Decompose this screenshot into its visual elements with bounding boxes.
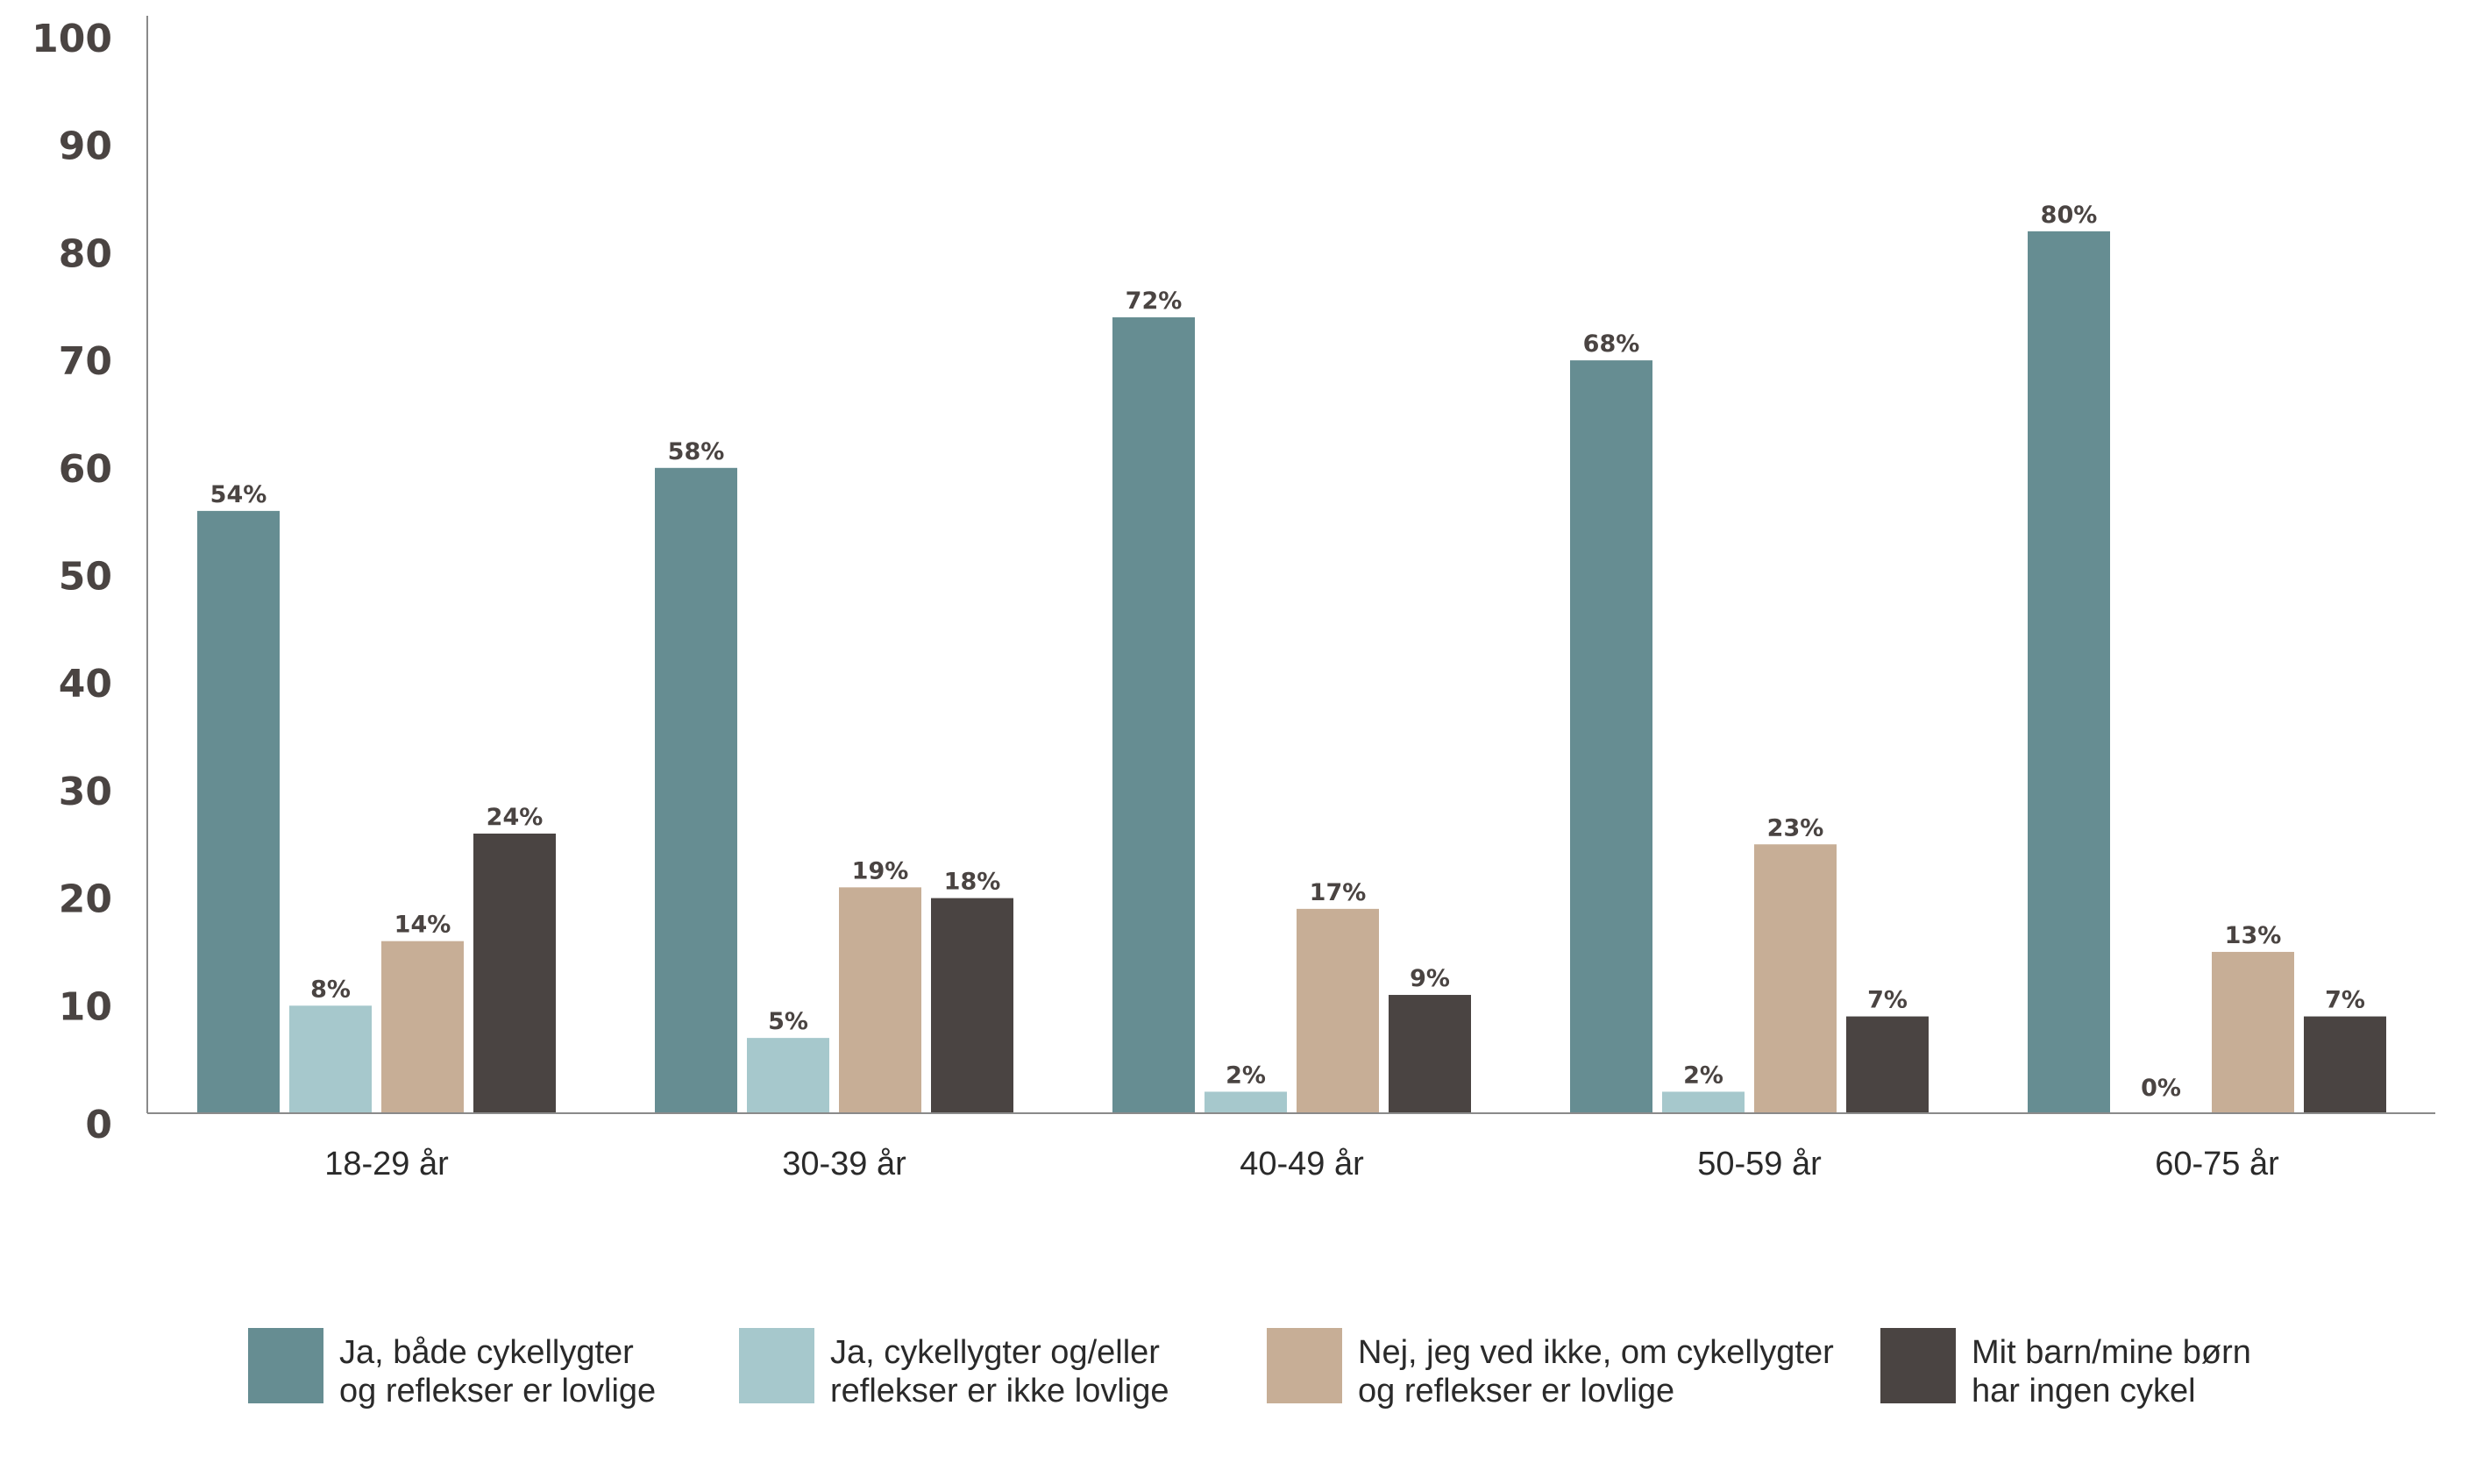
data-label: 58%	[668, 438, 725, 465]
bar	[473, 833, 556, 1113]
x-tick-label: 30-39 år	[782, 1146, 906, 1182]
legend-label: og reflekser er lovlige	[1358, 1373, 1674, 1409]
data-label: 19%	[852, 857, 909, 884]
legend-label: reflekser er ikke lovlige	[830, 1373, 1169, 1409]
legend-label: har ingen cykel	[1972, 1373, 2196, 1409]
data-label: 17%	[1310, 879, 1367, 906]
y-tick-label: 80	[59, 231, 112, 276]
x-axis-tick-labels: 18-29 år 30-39 år 40-49 år 50-59 år 60-75 år	[324, 1146, 2279, 1182]
data-label: 5%	[768, 1008, 808, 1035]
y-tick-label: 40	[59, 662, 112, 706]
x-tick-label: 40-49 år	[1240, 1146, 1364, 1182]
y-axis-tick-labels: 0 10 20 30 40 50 60 70 80 90 100	[32, 17, 112, 1147]
legend-label: Ja, cykellygter og/eller	[830, 1334, 1160, 1371]
data-label: 7%	[1867, 987, 1908, 1014]
data-label: 8%	[310, 976, 351, 1003]
bar	[197, 510, 280, 1113]
x-tick-label: 18-29 år	[324, 1146, 449, 1182]
y-tick-label: 20	[59, 877, 112, 922]
data-label: 54%	[210, 481, 267, 508]
y-tick-label: 30	[59, 770, 112, 814]
bars	[197, 231, 2386, 1114]
legend-label: Nej, jeg ved ikke, om cykellygter	[1358, 1334, 1834, 1371]
bar	[2304, 1016, 2386, 1113]
legend-swatch	[1880, 1328, 1956, 1403]
bar	[2028, 231, 2110, 1113]
legend-swatch	[1267, 1328, 1342, 1403]
y-tick-label: 70	[59, 339, 112, 384]
legend-label: Mit barn/mine børn	[1972, 1334, 2251, 1371]
bar	[1570, 360, 1652, 1114]
bar	[1112, 317, 1195, 1113]
legend-label: Ja, både cykellygter	[339, 1334, 634, 1371]
bar	[931, 898, 1013, 1113]
bar	[381, 941, 464, 1113]
bar	[747, 1038, 829, 1113]
data-label: 0%	[2141, 1075, 2181, 1102]
data-label: 14%	[394, 912, 451, 939]
bar	[1662, 1091, 1745, 1113]
data-label: 24%	[487, 804, 544, 831]
data-label: 23%	[1767, 814, 1824, 841]
y-tick-label: 60	[59, 447, 112, 492]
data-label: 13%	[2225, 922, 2282, 949]
bar	[1846, 1016, 1929, 1113]
data-labels: 54% 8% 14% 24% 58% 5% 19% 18% 72% 2% 17% 9% 68% 2% 23%…	[210, 202, 2365, 1102]
bar	[289, 1005, 372, 1113]
bar	[839, 887, 921, 1113]
y-tick-label: 50	[59, 555, 112, 600]
bar	[2212, 951, 2294, 1113]
data-label: 80%	[2041, 202, 2098, 229]
data-label: 9%	[1410, 965, 1450, 992]
legend-swatch	[248, 1328, 323, 1403]
legend-swatch	[739, 1328, 814, 1403]
legend-label: og reflekser er lovlige	[339, 1373, 656, 1409]
bar	[655, 467, 737, 1113]
bar	[1389, 995, 1471, 1113]
data-label: 7%	[2325, 987, 2365, 1014]
x-tick-label: 50-59 år	[1697, 1146, 1822, 1182]
data-label: 2%	[1226, 1062, 1266, 1089]
bar	[1297, 908, 1379, 1113]
y-tick-label: 10	[59, 984, 112, 1029]
bar	[1205, 1091, 1287, 1113]
y-tick-label: 90	[59, 124, 112, 169]
data-label: 68%	[1583, 330, 1640, 358]
data-label: 2%	[1683, 1062, 1723, 1089]
bar	[1754, 844, 1837, 1113]
data-label: 72%	[1126, 288, 1183, 315]
y-tick-label: 100	[32, 17, 112, 61]
y-tick-label: 0	[85, 1103, 112, 1147]
data-label: 18%	[944, 869, 1001, 896]
x-tick-label: 60-75 år	[2155, 1146, 2279, 1182]
